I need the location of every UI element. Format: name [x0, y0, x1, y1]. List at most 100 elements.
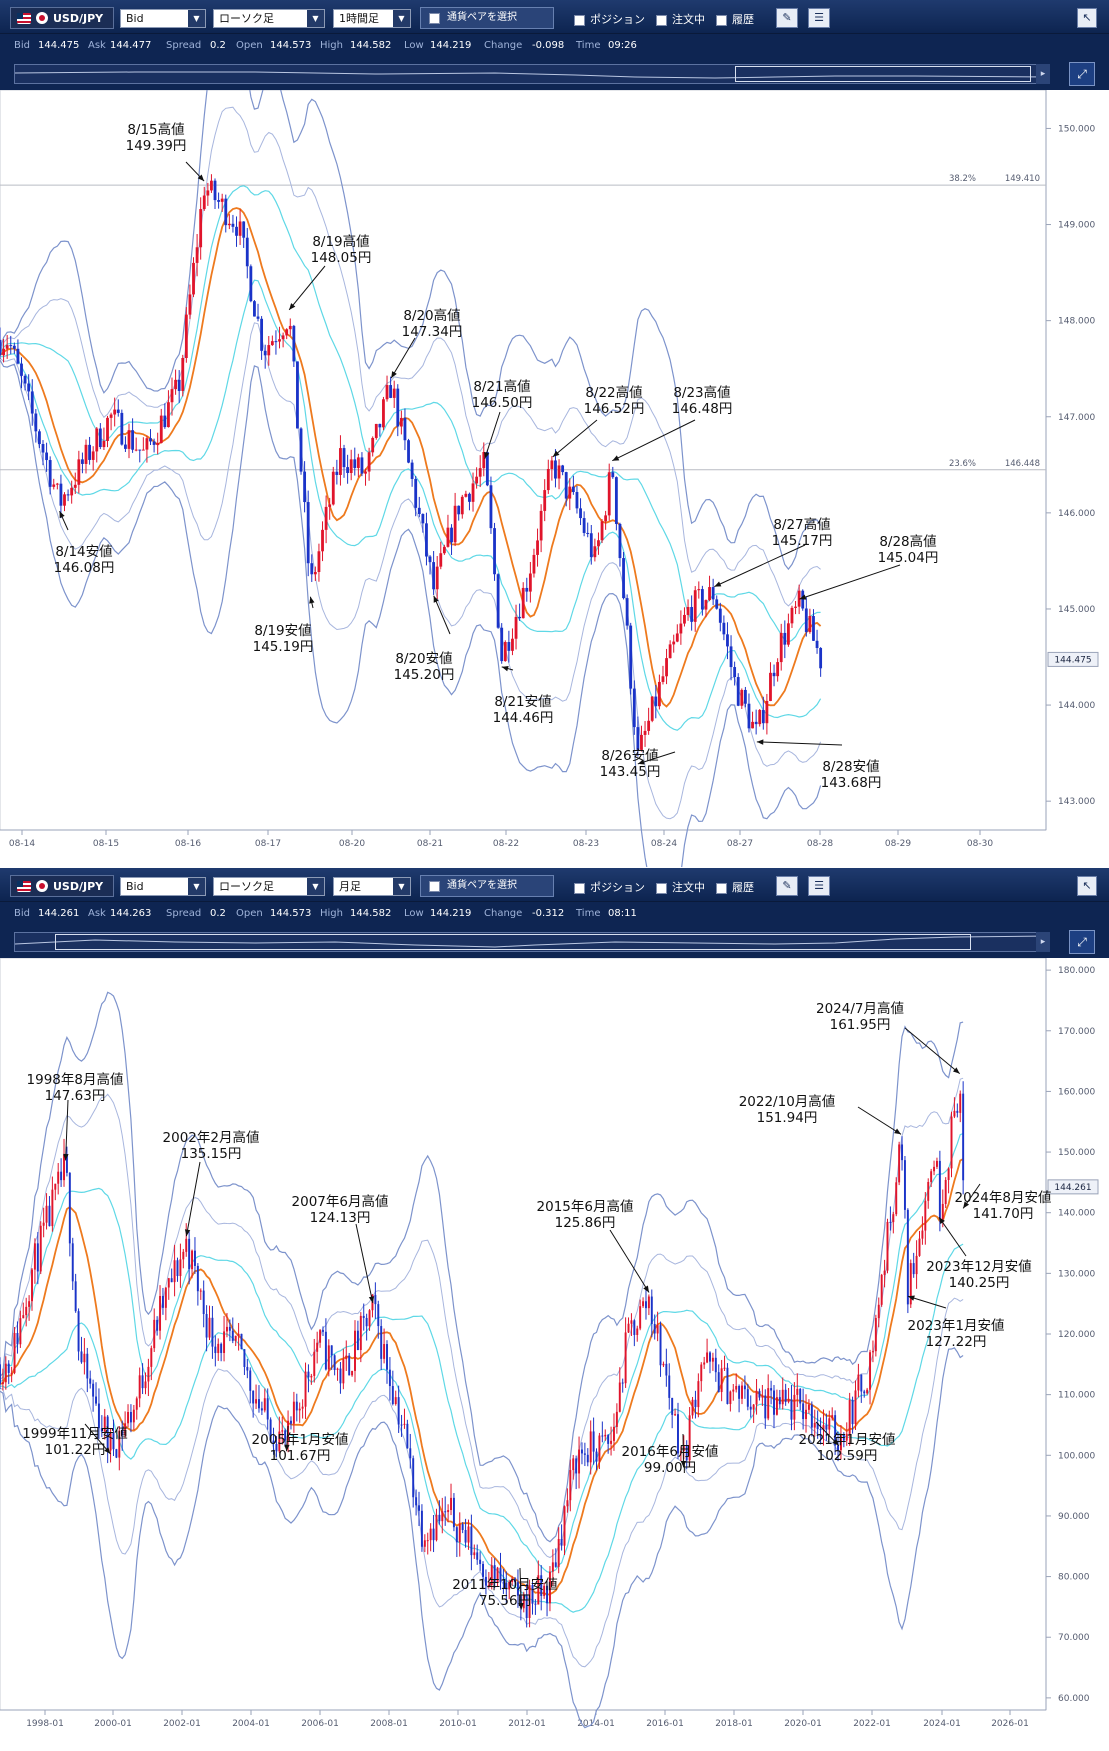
annotation-arrow-head	[197, 174, 205, 182]
candle-body	[866, 1389, 869, 1394]
candle-body	[607, 472, 611, 516]
candle-body	[831, 1415, 834, 1419]
candle-body	[403, 417, 407, 441]
position-toggle[interactable]: ポジション	[574, 879, 645, 895]
annotation-arrow-head	[756, 739, 764, 745]
select-pair-button[interactable]: 通貨ペアを選択	[420, 875, 554, 897]
candle-body	[874, 1318, 877, 1352]
collapse-arrow-icon[interactable]: ↖	[1077, 876, 1097, 896]
candle-body	[895, 1182, 898, 1215]
currency-pair-indicator[interactable]: USD/JPY	[10, 875, 114, 897]
annotation-label: 2023年1月安値	[908, 1318, 1005, 1334]
timeframe-select[interactable]: 1時間足 ▼	[333, 9, 411, 28]
candle-body	[100, 1428, 103, 1432]
monthly-candlestick-chart[interactable]: 60.000 70.000 80.000 90.000 100.000 110.000 12…	[0, 958, 1109, 1751]
price-type-select[interactable]: Bid ▼	[120, 9, 206, 28]
candle-body	[457, 505, 461, 515]
candle-body	[382, 399, 385, 428]
candle-body	[557, 465, 561, 479]
expand-chart-icon[interactable]: ⤢	[1069, 930, 1095, 954]
currency-pair-indicator[interactable]: USD/JPY	[10, 7, 114, 29]
history-checkbox[interactable]	[716, 882, 727, 894]
bollinger-lower-2sigma	[0, 322, 822, 820]
candle-body	[386, 1344, 388, 1370]
bollinger-upper-3sigma	[0, 90, 822, 571]
orders-checkbox[interactable]	[656, 882, 667, 894]
candle-body	[360, 457, 364, 474]
chart-type-select[interactable]: ローソク足 ▼	[213, 877, 325, 896]
time-navigator[interactable]	[14, 64, 1050, 84]
orders-toggle[interactable]: 注文中	[656, 879, 705, 895]
annotation-arrow-line	[938, 1216, 967, 1257]
candle-body	[149, 438, 152, 442]
draw-tool-icon[interactable]: ✎	[776, 8, 798, 28]
orders-toggle[interactable]: 注文中	[656, 11, 705, 27]
time-navigator[interactable]	[14, 932, 1050, 952]
annotation-value: 124.13円	[310, 1210, 371, 1226]
candle-body	[539, 510, 543, 541]
expand-chart-icon[interactable]: ⤢	[1069, 62, 1095, 86]
history-toggle[interactable]: 履歴	[716, 879, 754, 895]
history-checkbox[interactable]	[716, 14, 727, 26]
candle-body	[324, 1331, 327, 1370]
select-pair-button[interactable]: 通貨ペアを選択	[420, 7, 554, 29]
candle-body	[467, 1526, 470, 1543]
candle-body	[447, 1510, 450, 1513]
price-type-select[interactable]: Bid ▼	[120, 877, 206, 896]
candle-body	[754, 721, 758, 725]
candle-body	[249, 1370, 252, 1391]
candle-body	[636, 1328, 639, 1335]
candle-body	[225, 1326, 228, 1332]
navigator-right-arrow-icon[interactable]: ▸	[1036, 64, 1050, 84]
candle-body	[367, 452, 371, 472]
position-toggle[interactable]: ポジション	[574, 11, 645, 27]
candle-body	[65, 1154, 68, 1173]
annotation-arrow-line	[185, 1161, 201, 1237]
candle-body	[871, 1351, 874, 1353]
candle-body	[554, 1562, 557, 1567]
chart-type-select[interactable]: ローソク足 ▼	[213, 9, 325, 28]
candle-body	[554, 460, 557, 479]
candle-body	[113, 409, 117, 415]
position-checkbox[interactable]	[574, 14, 585, 26]
candle-body	[48, 460, 52, 487]
candle-body	[88, 444, 91, 460]
x-tick-label: 08-16	[175, 839, 201, 849]
chevron-down-icon: ▼	[393, 878, 410, 895]
candle-body	[723, 1367, 726, 1369]
candle-body	[661, 676, 665, 682]
candle-body	[25, 1306, 28, 1316]
candle-body	[794, 606, 797, 608]
history-toggle[interactable]: 履歴	[716, 11, 754, 27]
settings-panel-icon[interactable]: ☰	[808, 8, 830, 28]
candle-body	[205, 1314, 208, 1338]
navigator-range-thumb[interactable]	[55, 934, 971, 950]
x-tick-label: 2000-01	[94, 1719, 132, 1729]
candle-body	[715, 599, 719, 609]
annotation-label: 8/14安値	[55, 544, 112, 560]
candle-body	[238, 221, 242, 236]
timeframe-select[interactable]: 月足 ▼	[333, 877, 411, 896]
collapse-arrow-icon[interactable]: ↖	[1077, 8, 1097, 28]
candle-body	[234, 1335, 237, 1341]
navigator-right-arrow-icon[interactable]: ▸	[1036, 932, 1050, 952]
candle-body	[906, 1209, 909, 1305]
candle-body	[525, 1594, 528, 1618]
annotation-label: 8/28高値	[879, 533, 936, 550]
candle-body	[246, 1366, 249, 1371]
candle-body	[589, 1431, 592, 1463]
settings-panel-icon[interactable]: ☰	[808, 876, 830, 896]
hourly-candlestick-chart[interactable]: 143.000 144.000 145.000 146.000 147.000 148.0…	[0, 90, 1109, 867]
candle-body	[356, 1330, 359, 1350]
orders-checkbox[interactable]	[656, 14, 667, 26]
draw-tool-icon[interactable]: ✎	[776, 876, 798, 896]
candle-body	[278, 339, 281, 342]
navigator-range-thumb[interactable]	[735, 66, 1031, 82]
chevron-down-icon: ▼	[393, 10, 410, 27]
candle-body	[415, 1497, 418, 1506]
select-pair-checkbox[interactable]	[429, 881, 440, 892]
candle-body	[156, 443, 160, 445]
select-pair-checkbox[interactable]	[429, 13, 440, 24]
current-price-box	[1047, 651, 1099, 667]
position-checkbox[interactable]	[574, 882, 585, 894]
